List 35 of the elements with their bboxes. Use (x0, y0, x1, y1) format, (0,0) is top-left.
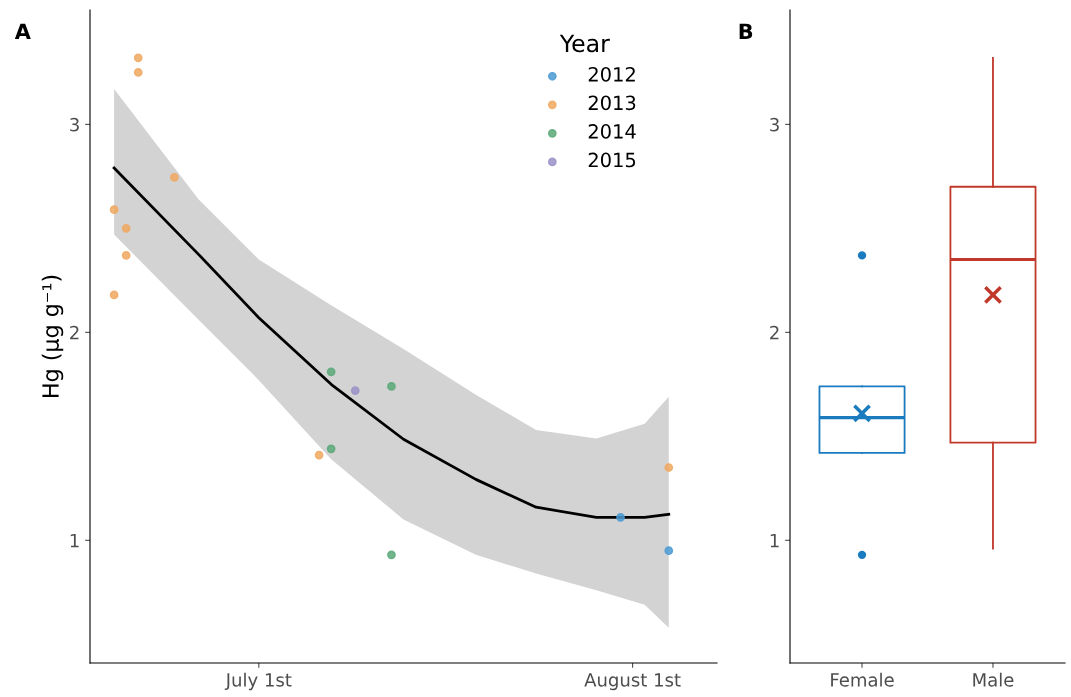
point (121, 223, 131, 233)
point (121, 251, 131, 260)
y-axis-title: Hg (μg g⁻¹) (41, 275, 64, 397)
y-tick-label: 1 (70, 534, 79, 548)
legend-label: 2015 (588, 152, 636, 168)
legend-label: 2012 (588, 66, 635, 82)
x-tick-label: August 1st (584, 673, 681, 691)
y-tick-label: 2 (70, 325, 79, 340)
x-tick-label: Male (973, 672, 1014, 687)
point (616, 513, 625, 522)
point (170, 173, 179, 182)
point (326, 444, 336, 454)
point (133, 68, 143, 77)
point (664, 463, 674, 472)
text: A (14, 23, 31, 39)
text: B (739, 23, 753, 39)
legend-label: 2013 (588, 95, 636, 111)
legend-title: Year (559, 34, 610, 53)
point (314, 450, 324, 460)
y-tick-label: 2 (770, 325, 779, 340)
point (664, 546, 674, 556)
point (350, 386, 360, 395)
point (387, 550, 396, 560)
point (387, 382, 396, 391)
y-tick-label: 3 (770, 117, 779, 132)
y-tick-label: 1 (770, 534, 779, 548)
line-series (112, 166, 671, 519)
y-tick-label: 3 (70, 117, 79, 132)
point (326, 367, 336, 377)
x-tick-label: July 1st (224, 672, 292, 691)
point (109, 205, 119, 215)
x-tick-label: Female (831, 672, 894, 687)
legend-label: 2014 (588, 124, 636, 139)
point (109, 290, 119, 300)
point (133, 53, 143, 63)
